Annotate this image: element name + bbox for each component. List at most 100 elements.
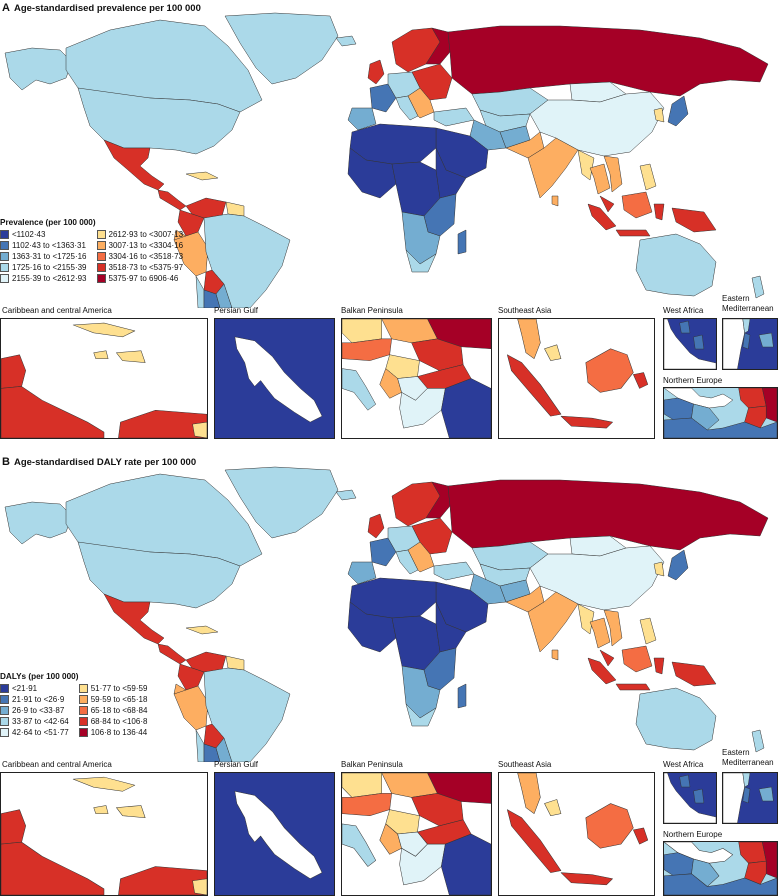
region-sri-lanka bbox=[551, 649, 559, 661]
region-italy bbox=[395, 549, 419, 575]
legend-column: 2612·93 to <3007·13 3007·13 to <3304·16 33… bbox=[96, 229, 184, 283]
legend-item: 59·59 to <65·18 bbox=[78, 694, 148, 704]
legend-label: 1725·16 to <2155·39 bbox=[12, 262, 87, 272]
legend-label: 21·91 to <26·9 bbox=[12, 694, 65, 704]
region-vietnam bbox=[603, 155, 623, 193]
region-mexico bbox=[103, 593, 165, 645]
inset-a-caribbean-label: Caribbean and central America bbox=[2, 306, 112, 315]
world-map-b bbox=[0, 462, 778, 767]
inset-b-caribbean-label: Caribbean and central America bbox=[2, 760, 112, 769]
legend-label: 51·77 to <59·59 bbox=[90, 683, 148, 693]
region-alaska bbox=[4, 501, 73, 545]
region-iceland bbox=[335, 489, 357, 501]
legend-item: 21·91 to <26·9 bbox=[0, 694, 69, 704]
region-pakistan bbox=[505, 585, 545, 613]
region-greenland bbox=[224, 466, 339, 539]
region-sumatra bbox=[587, 657, 617, 685]
inset-a-northern-europe-map bbox=[663, 387, 778, 439]
legend-item: 2155·39 to <2612·93 bbox=[0, 273, 87, 283]
legend-swatch bbox=[78, 716, 88, 726]
legend-item: 106·8 to 136·44 bbox=[78, 727, 148, 737]
region-west-africa bbox=[347, 147, 397, 199]
region-cuba bbox=[185, 625, 219, 635]
region-sumatra bbox=[587, 203, 617, 231]
region-peru bbox=[173, 685, 209, 731]
inset-mexico-south bbox=[1, 354, 26, 389]
region-iberia bbox=[347, 107, 377, 131]
region-italy bbox=[395, 95, 419, 121]
inset-hispaniola bbox=[116, 805, 146, 818]
region-turkey bbox=[433, 561, 475, 581]
region-new-guinea bbox=[671, 207, 717, 233]
region-cuba bbox=[185, 171, 219, 181]
legend-column: <1102·43 1102·43 to <1363·31 1363·31 to <1… bbox=[0, 229, 87, 283]
inset-jamaica bbox=[93, 805, 109, 814]
inset-b-west-africa-label: West Africa bbox=[663, 760, 704, 769]
panel-a-letter: A bbox=[2, 2, 10, 14]
legend-item: 42·64 to <51·77 bbox=[0, 727, 69, 737]
legend-swatch bbox=[0, 716, 9, 726]
region-france bbox=[369, 83, 397, 113]
inset-hispaniola bbox=[116, 350, 146, 363]
legend-a: Prevalence (per 100 000) <1102·43 1102·43… bbox=[0, 218, 183, 283]
legend-item: 2612·93 to <3007·13 bbox=[96, 229, 184, 239]
region-scandinavia bbox=[391, 481, 441, 527]
region-sulawesi bbox=[653, 203, 665, 221]
legend-item: 33·87 to <42·64 bbox=[0, 716, 69, 726]
panel-b-letter: B bbox=[2, 456, 10, 468]
legend-label: 3304·16 to <3518·73 bbox=[108, 251, 184, 261]
inset-a-persian-gulf-map bbox=[214, 318, 335, 439]
inset-south-america-north bbox=[118, 866, 207, 895]
legend-swatch bbox=[0, 683, 9, 693]
inset-a-balkan-map bbox=[341, 318, 492, 439]
inset-b-eastern-med-map bbox=[722, 772, 778, 824]
inset-b-west-africa-map bbox=[663, 772, 717, 824]
inset-a-southeast-asia-label: Southeast Asia bbox=[498, 306, 552, 315]
inset-jamaica bbox=[93, 350, 109, 359]
inset-a-eastern-med-map bbox=[722, 318, 778, 370]
legend-item: 51·77 to <59·59 bbox=[78, 683, 148, 693]
legend-label: 106·8 to 136·44 bbox=[90, 727, 148, 737]
region-central-america bbox=[157, 189, 187, 211]
legend-swatch bbox=[96, 229, 106, 239]
legend-label: 68·84 to <106·8 bbox=[90, 716, 148, 726]
region-madagascar bbox=[457, 683, 467, 709]
region-java bbox=[615, 229, 651, 237]
region-iran bbox=[469, 119, 507, 151]
region-malaysia bbox=[599, 649, 615, 667]
inset-a-persian-gulf-label: Persian Gulf bbox=[214, 306, 259, 315]
legend-item: 1363·31 to <1725·16 bbox=[0, 251, 87, 261]
legend-swatch bbox=[96, 251, 106, 261]
region-chile bbox=[195, 275, 205, 309]
region-uk bbox=[367, 513, 385, 539]
region-india bbox=[527, 137, 579, 199]
panel-b-title: B Age-standardised DALY rate per 100 000 bbox=[2, 456, 196, 468]
legend-swatch bbox=[0, 262, 9, 272]
legend-label: 2612·93 to <3007·13 bbox=[108, 229, 184, 239]
region-india bbox=[527, 591, 579, 653]
legend-label: 3007·13 to <3304·16 bbox=[108, 240, 184, 250]
legend-swatch bbox=[96, 273, 106, 283]
legend-swatch bbox=[78, 683, 88, 693]
region-malaysia bbox=[599, 195, 615, 213]
legend-swatch bbox=[0, 240, 9, 250]
legend-label: 5375·97 to 6906·46 bbox=[108, 273, 179, 283]
region-thailand bbox=[589, 163, 611, 195]
inset-b-northern-europe-map bbox=[663, 841, 778, 896]
legend-column: 51·77 to <59·59 59·59 to <65·18 65·18 to <… bbox=[78, 683, 148, 737]
inset-b-persian-gulf-map bbox=[214, 772, 335, 896]
inset-a-balkan-label: Balkan Peninsula bbox=[341, 306, 403, 315]
legend-item: 5375·97 to 6906·46 bbox=[96, 273, 184, 283]
region-new-zealand bbox=[751, 729, 765, 753]
inset-gulf-water bbox=[234, 790, 323, 880]
region-mexico bbox=[103, 139, 165, 191]
inset-b-balkan-label: Balkan Peninsula bbox=[341, 760, 403, 769]
inset-gulf-water bbox=[234, 336, 323, 423]
region-myanmar bbox=[577, 603, 595, 635]
region-sulawesi bbox=[653, 657, 665, 675]
inset-b-balkan-map bbox=[341, 772, 492, 896]
inset-a-northern-europe-label: Northern Europe bbox=[663, 376, 723, 385]
inset-a-west-africa-map bbox=[663, 318, 717, 370]
legend-label: 59·59 to <65·18 bbox=[90, 694, 148, 704]
legend-label: 2155·39 to <2612·93 bbox=[12, 273, 87, 283]
